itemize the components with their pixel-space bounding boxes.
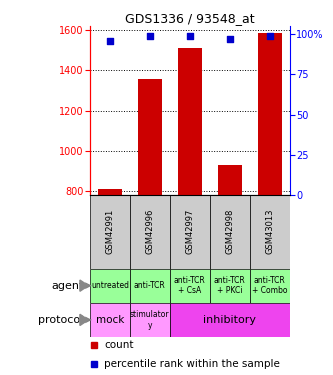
Text: count: count — [104, 339, 134, 350]
Text: GSM42998: GSM42998 — [225, 209, 234, 254]
Bar — [210, 195, 250, 268]
Bar — [130, 303, 170, 337]
Bar — [210, 268, 250, 303]
Point — [147, 33, 153, 39]
Bar — [130, 268, 170, 303]
Bar — [258, 33, 282, 195]
Bar — [170, 195, 210, 268]
Bar — [90, 195, 130, 268]
Text: stimulator
y: stimulator y — [130, 310, 169, 330]
Bar — [170, 303, 290, 337]
Bar — [218, 165, 242, 195]
Text: agent: agent — [51, 280, 83, 291]
Bar — [90, 303, 130, 337]
Bar — [90, 268, 130, 303]
Bar — [130, 195, 170, 268]
Title: GDS1336 / 93548_at: GDS1336 / 93548_at — [125, 12, 255, 25]
Bar — [170, 268, 210, 303]
Point — [187, 33, 192, 39]
Point — [227, 36, 232, 42]
Text: anti-TCR
+ PKCi: anti-TCR + PKCi — [214, 276, 246, 296]
Text: anti-TCR
+ CsA: anti-TCR + CsA — [174, 276, 206, 296]
Text: anti-TCR: anti-TCR — [134, 281, 166, 290]
Text: GSM42997: GSM42997 — [185, 209, 194, 254]
Text: protocol: protocol — [38, 315, 83, 325]
Text: GSM43013: GSM43013 — [265, 209, 274, 254]
Text: anti-TCR
+ Combo: anti-TCR + Combo — [252, 276, 287, 296]
Text: GSM42996: GSM42996 — [145, 209, 155, 254]
Point — [267, 33, 272, 39]
Bar — [138, 80, 162, 195]
Text: mock: mock — [96, 315, 124, 325]
Text: percentile rank within the sample: percentile rank within the sample — [104, 359, 280, 369]
Bar — [98, 189, 122, 195]
Text: untreated: untreated — [91, 281, 129, 290]
Text: inhibitory: inhibitory — [203, 315, 256, 325]
Bar — [178, 48, 202, 195]
Bar — [250, 195, 290, 268]
Bar — [250, 268, 290, 303]
Text: GSM42991: GSM42991 — [105, 209, 115, 254]
Point — [107, 38, 113, 44]
